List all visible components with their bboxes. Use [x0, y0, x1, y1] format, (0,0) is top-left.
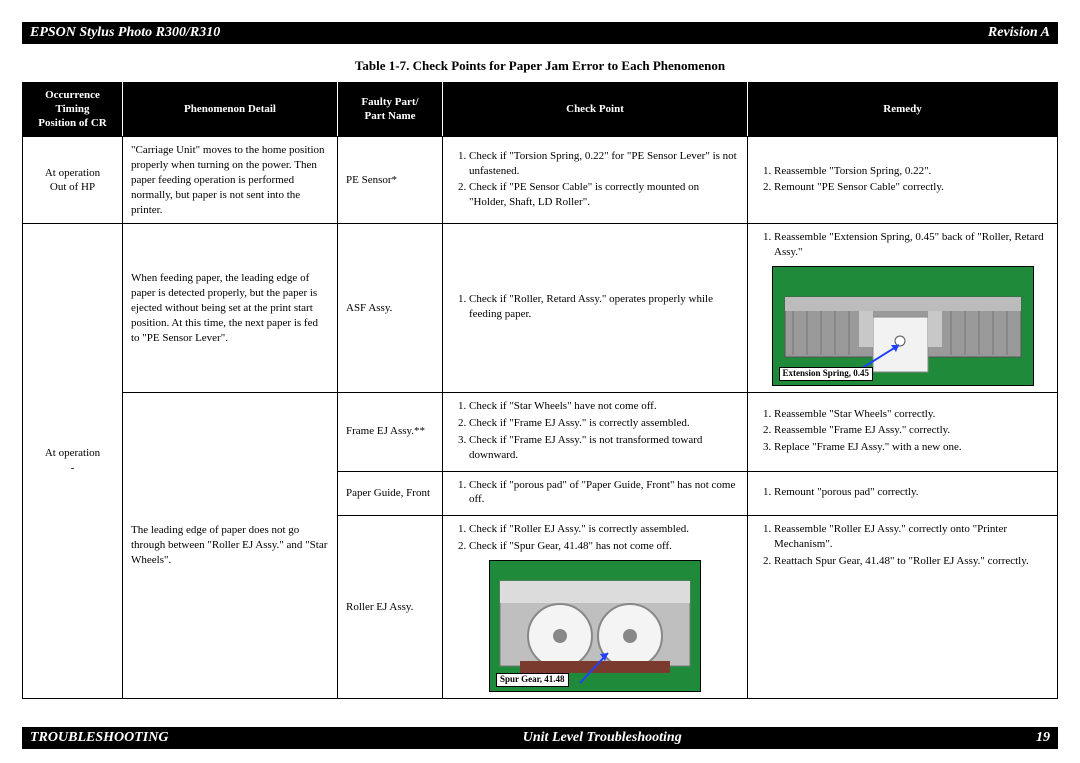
checkpoint-cell: Check if "Star Wheels" have not come off… — [443, 393, 748, 471]
checkpoint-cell: Check if "porous pad" of "Paper Guide, F… — [443, 471, 748, 516]
doc-revision: Revision A — [988, 25, 1050, 41]
reference-image-extension-spring: Extension Spring, 0.45 — [772, 266, 1034, 386]
col-checkpoint: Check Point — [443, 83, 748, 137]
table-row: At operation - When feeding paper, the l… — [23, 224, 1058, 393]
list-item: Remount "PE Sensor Cable" correctly. — [774, 180, 1049, 195]
occurrence-cell: At operation - — [23, 224, 123, 698]
occurrence-cell: At operation Out of HP — [23, 137, 123, 224]
list-item: Reattach Spur Gear, 41.48" to "Roller EJ… — [774, 554, 1049, 569]
col-phenomenon: Phenomenon Detail — [123, 83, 338, 137]
page-header: EPSON Stylus Photo R300/R310 Revision A — [22, 22, 1058, 44]
list-item: Remount "porous pad" correctly. — [774, 485, 1049, 500]
phenomenon-cell: The leading edge of paper does not go th… — [123, 393, 338, 699]
list-item: Reassemble "Torsion Spring, 0.22". — [774, 164, 1049, 179]
image-callout-label: Spur Gear, 41.48 — [496, 673, 569, 687]
list-item: Reassemble "Star Wheels" correctly. — [774, 407, 1049, 422]
page-footer: TROUBLESHOOTING Unit Level Troubleshooti… — [22, 727, 1058, 749]
checkpoint-cell: Check if "Roller EJ Assy." is correctly … — [443, 516, 748, 699]
list-item: Check if "Torsion Spring, 0.22" for "PE … — [469, 149, 739, 179]
list-item: Reassemble "Extension Spring, 0.45" back… — [774, 230, 1049, 260]
remedy-cell: Remount "porous pad" correctly. — [748, 471, 1058, 516]
faulty-cell: Frame EJ Assy.** — [338, 393, 443, 471]
footer-page-number: 19 — [1036, 730, 1050, 746]
faulty-cell: Roller EJ Assy. — [338, 516, 443, 699]
col-faulty: Faulty Part/ Part Name — [338, 83, 443, 137]
doc-title: EPSON Stylus Photo R300/R310 — [30, 25, 220, 41]
table-header-row: Occurrence Timing Position of CR Phenome… — [23, 83, 1058, 137]
callout-text: Extension Spring, 0.45 — [783, 368, 870, 378]
remedy-cell: Reassemble "Torsion Spring, 0.22". Remou… — [748, 137, 1058, 224]
image-callout-label: Extension Spring, 0.45 — [779, 367, 874, 381]
checkpoint-cell: Check if "Roller, Retard Assy." operates… — [443, 224, 748, 393]
occurrence-line: At operation — [45, 167, 100, 179]
list-item: Check if "PE Sensor Cable" is correctly … — [469, 180, 739, 210]
list-item: Replace "Frame EJ Assy." with a new one. — [774, 440, 1049, 455]
footer-subtitle: Unit Level Troubleshooting — [168, 730, 1036, 746]
table-caption: Table 1-7. Check Points for Paper Jam Er… — [22, 58, 1058, 74]
occurrence-line: - — [71, 462, 75, 474]
list-item: Check if "Roller EJ Assy." is correctly … — [469, 522, 739, 537]
remedy-cell: Reassemble "Roller EJ Assy." correctly o… — [748, 516, 1058, 699]
troubleshooting-table: Occurrence Timing Position of CR Phenome… — [22, 82, 1058, 699]
faulty-cell: Paper Guide, Front — [338, 471, 443, 516]
phenomenon-cell: When feeding paper, the leading edge of … — [123, 224, 338, 393]
list-item: Check if "Frame EJ Assy." is not transfo… — [469, 433, 739, 463]
callout-text: Spur Gear, 41.48 — [500, 674, 565, 684]
service-manual-page: EPSON Stylus Photo R300/R310 Revision A … — [0, 0, 1080, 763]
footer-section: TROUBLESHOOTING — [30, 730, 168, 746]
list-item: Check if "Star Wheels" have not come off… — [469, 399, 739, 414]
remedy-cell: Reassemble "Star Wheels" correctly. Reas… — [748, 393, 1058, 471]
checkpoint-cell: Check if "Torsion Spring, 0.22" for "PE … — [443, 137, 748, 224]
list-item: Reassemble "Roller EJ Assy." correctly o… — [774, 522, 1049, 552]
faulty-cell: ASF Assy. — [338, 224, 443, 393]
list-item: Check if "porous pad" of "Paper Guide, F… — [469, 478, 739, 508]
phenomenon-cell: "Carriage Unit" moves to the home positi… — [123, 137, 338, 224]
occurrence-line: At operation — [45, 447, 100, 459]
list-item: Reassemble "Frame EJ Assy." correctly. — [774, 423, 1049, 438]
list-item: Check if "Roller, Retard Assy." operates… — [469, 292, 739, 322]
faulty-cell: PE Sensor* — [338, 137, 443, 224]
reference-image-spur-gear: Spur Gear, 41.48 — [489, 560, 701, 692]
table-row: At operation Out of HP "Carriage Unit" m… — [23, 137, 1058, 224]
col-occurrence: Occurrence Timing Position of CR — [23, 83, 123, 137]
list-item: Check if "Frame EJ Assy." is correctly a… — [469, 416, 739, 431]
list-item: Check if "Spur Gear, 41.48" has not come… — [469, 539, 739, 554]
col-remedy: Remedy — [748, 83, 1058, 137]
remedy-cell: Reassemble "Extension Spring, 0.45" back… — [748, 224, 1058, 393]
occurrence-line: Out of HP — [50, 181, 95, 193]
table-row: The leading edge of paper does not go th… — [23, 393, 1058, 471]
